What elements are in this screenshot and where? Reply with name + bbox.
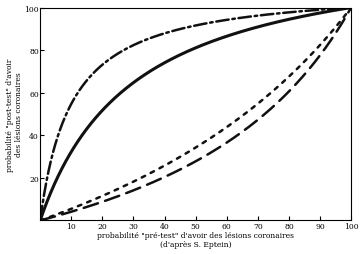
X-axis label: probabilité "pré-test" d'avoir des lésions coronaires
(d'après S. Eptein): probabilité "pré-test" d'avoir des lésio… (97, 231, 294, 248)
Y-axis label: probabilité "post-test" d'avoir
des lésions coronaires: probabilité "post-test" d'avoir des lési… (5, 58, 23, 171)
